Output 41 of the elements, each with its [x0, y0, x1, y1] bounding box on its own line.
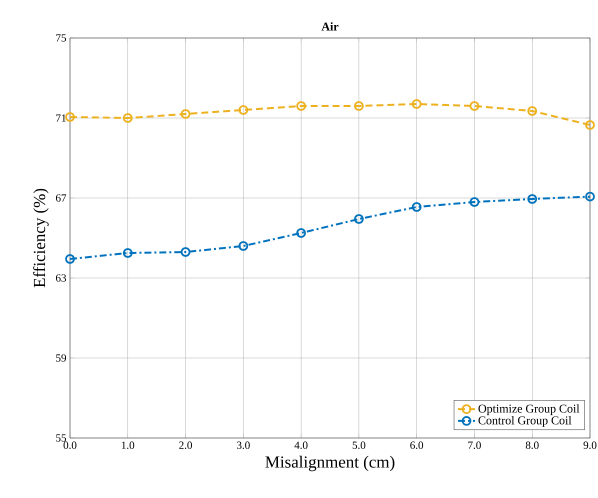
- legend-label: Optimize Group Coil: [478, 404, 580, 416]
- y-axis-title: Efficiency (%): [33, 188, 49, 288]
- y-tick-label: 71: [56, 114, 66, 122]
- y-tick-label: 59: [56, 354, 66, 362]
- x-tick-label: 1.0: [122, 442, 134, 449]
- x-tick-label: 3.0: [237, 442, 250, 449]
- y-tick-label: 63: [56, 274, 66, 282]
- point: [354, 101, 364, 111]
- x-tick-label: 2.0: [179, 442, 192, 449]
- point: [585, 120, 595, 130]
- y-tick-label: 75: [56, 34, 66, 42]
- point: [122, 248, 133, 258]
- x-tick-label: 9.0: [584, 442, 596, 449]
- y-tick-label: 55: [56, 434, 66, 442]
- legend-label: Control Group Coil: [478, 416, 572, 427]
- point: [412, 99, 422, 109]
- point: [238, 241, 248, 251]
- point: [527, 106, 538, 116]
- point: [180, 109, 190, 119]
- point: [527, 194, 538, 204]
- point: [65, 112, 75, 122]
- x-tick-label: 8.0: [526, 442, 539, 449]
- y-tick-label: 67: [56, 194, 66, 202]
- x-tick-label: 4.0: [294, 442, 308, 449]
- point: [238, 105, 248, 115]
- x-axis-title: Misalignment (cm): [265, 456, 394, 472]
- point: [296, 228, 306, 238]
- point: [65, 254, 75, 264]
- point: [122, 113, 133, 123]
- point: [470, 101, 480, 111]
- x-tick-label: 7.0: [468, 442, 481, 449]
- point: [354, 214, 364, 224]
- x-tick-label: 0.0: [64, 442, 76, 449]
- x-tick-label: 6.0: [410, 442, 424, 449]
- point: [296, 101, 306, 111]
- point: [180, 247, 190, 257]
- x-tick-label: 5.0: [352, 442, 366, 449]
- point: [412, 202, 422, 212]
- point: [585, 192, 595, 202]
- chart-title: Air: [321, 22, 338, 30]
- point: [470, 197, 480, 207]
